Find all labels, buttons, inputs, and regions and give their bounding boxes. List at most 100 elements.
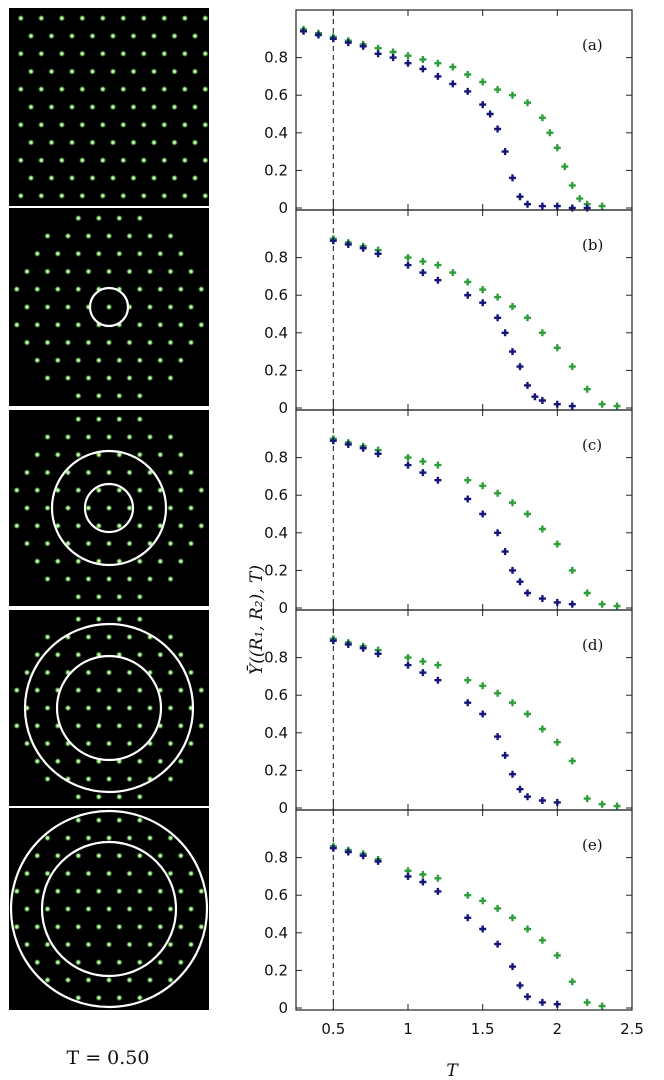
particle bbox=[191, 174, 199, 182]
navy-data-point bbox=[404, 661, 412, 669]
annulus-ring bbox=[88, 286, 130, 328]
particle bbox=[95, 816, 103, 824]
particle bbox=[167, 834, 174, 842]
green-data-point bbox=[546, 129, 554, 137]
particle bbox=[74, 793, 82, 801]
green-data-point bbox=[464, 676, 472, 684]
green-data-point bbox=[449, 269, 457, 277]
particle bbox=[95, 250, 103, 258]
particle bbox=[13, 321, 21, 329]
navy-data-point bbox=[359, 42, 367, 50]
particle bbox=[136, 615, 144, 623]
particle bbox=[119, 85, 127, 93]
navy-data-point bbox=[359, 444, 367, 452]
particle bbox=[136, 994, 144, 1002]
particle bbox=[85, 775, 92, 783]
particle bbox=[167, 469, 174, 476]
particle bbox=[95, 392, 103, 400]
particle bbox=[74, 321, 82, 329]
green-data-point bbox=[568, 363, 576, 371]
navy-data-point bbox=[434, 887, 442, 895]
particle bbox=[136, 321, 144, 329]
particle bbox=[167, 870, 174, 877]
particle bbox=[109, 68, 117, 75]
particle bbox=[48, 32, 55, 40]
particle bbox=[146, 870, 154, 877]
particle bbox=[54, 852, 62, 860]
particle bbox=[167, 339, 174, 346]
navy-data-point bbox=[538, 595, 546, 603]
particle bbox=[126, 339, 133, 346]
navy-data-point bbox=[344, 440, 352, 448]
particle bbox=[44, 775, 51, 783]
particle bbox=[68, 32, 76, 40]
particle bbox=[115, 923, 123, 931]
particle bbox=[95, 615, 103, 623]
navy-data-point bbox=[538, 797, 546, 804]
navy-data-point bbox=[494, 529, 502, 537]
navy-data-point bbox=[359, 244, 367, 252]
particle bbox=[167, 303, 174, 311]
particle bbox=[146, 575, 154, 583]
navy-data-point bbox=[434, 276, 442, 284]
particle bbox=[37, 192, 45, 200]
y-tick-label: 0.8 bbox=[264, 449, 288, 467]
navy-data-point bbox=[509, 770, 516, 778]
panel-label: (e) bbox=[582, 836, 603, 854]
particle bbox=[119, 192, 127, 200]
annulus-ring bbox=[23, 622, 195, 794]
particle bbox=[105, 976, 113, 984]
particle bbox=[181, 85, 189, 93]
green-data-point bbox=[524, 99, 531, 107]
particle bbox=[68, 103, 76, 111]
navy-data-point bbox=[501, 148, 509, 156]
particle bbox=[95, 852, 103, 860]
navy-data-point bbox=[516, 363, 524, 371]
particle bbox=[74, 686, 82, 694]
navy-data-point bbox=[344, 848, 352, 856]
navy-data-point bbox=[300, 27, 307, 35]
particle bbox=[48, 174, 55, 182]
navy-data-point bbox=[501, 548, 509, 556]
particle bbox=[126, 268, 133, 275]
particle bbox=[74, 722, 82, 730]
particle bbox=[13, 285, 21, 293]
particle bbox=[85, 268, 92, 275]
plot-panel: 0 0.2 0.4 0.6 0.8 (c) bbox=[264, 409, 633, 617]
navy-data-point bbox=[538, 998, 546, 1006]
particle bbox=[136, 651, 144, 659]
particle bbox=[201, 156, 209, 164]
annulus-ring bbox=[83, 482, 135, 534]
particle bbox=[167, 669, 174, 676]
green-data-point bbox=[494, 904, 502, 912]
particle bbox=[177, 852, 185, 860]
particle bbox=[85, 905, 92, 913]
particle bbox=[156, 285, 164, 293]
particle bbox=[187, 740, 195, 747]
navy-data-point bbox=[329, 437, 337, 445]
x-tick-label: 1 bbox=[403, 1020, 413, 1038]
green-data-point bbox=[598, 400, 606, 408]
y-tick-label: 0 bbox=[278, 599, 288, 617]
y-tick-label: 0.8 bbox=[264, 649, 288, 667]
particle bbox=[181, 121, 189, 129]
particle bbox=[23, 669, 31, 676]
particle bbox=[187, 905, 195, 913]
particle bbox=[126, 469, 133, 476]
navy-data-point bbox=[404, 59, 412, 67]
particle bbox=[105, 775, 113, 783]
particle bbox=[136, 522, 144, 530]
particle bbox=[167, 575, 174, 583]
navy-data-point bbox=[374, 50, 382, 58]
plot-panel: 0 0.2 0.4 0.6 0.8 (d) bbox=[264, 609, 633, 817]
particle bbox=[44, 268, 51, 275]
snapshot-panel bbox=[9, 8, 209, 206]
particle bbox=[146, 232, 154, 240]
particle bbox=[156, 852, 164, 860]
particle bbox=[187, 469, 195, 476]
navy-data-point bbox=[374, 650, 382, 658]
x-axis-label: T bbox=[446, 1061, 459, 1080]
particle bbox=[27, 68, 35, 75]
particle bbox=[64, 303, 72, 311]
